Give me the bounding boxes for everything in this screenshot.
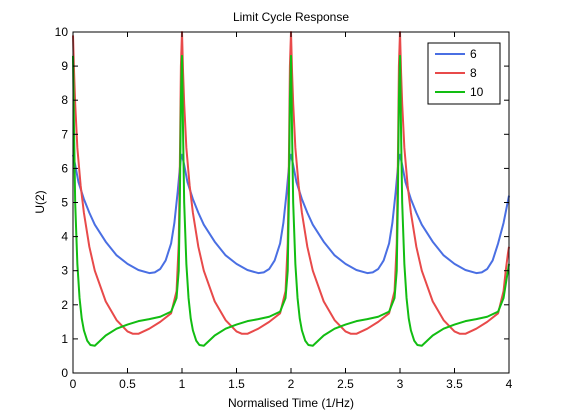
x-tick-label: 0.5: [119, 377, 136, 391]
y-tick-label: 2: [61, 298, 68, 312]
legend-label-10: 10: [470, 85, 484, 99]
x-tick-label: 1.5: [228, 377, 245, 391]
y-tick-label: 5: [61, 196, 68, 210]
legend-label-8: 8: [470, 66, 477, 80]
x-tick-label: 3.5: [446, 377, 463, 391]
x-tick-label: 2: [288, 377, 295, 391]
series-line-10: [72, 54, 510, 347]
y-tick-label: 7: [61, 127, 68, 141]
y-tick-label: 10: [55, 25, 69, 39]
y-tick-label: 4: [61, 230, 68, 244]
x-axis-label: Normalised Time (1/Hz): [228, 396, 354, 410]
y-tick-label: 6: [61, 161, 68, 175]
y-tick-label: 8: [61, 93, 68, 107]
x-tick-label: 1: [179, 377, 186, 391]
series-layer: [72, 31, 510, 347]
y-tick-label: 9: [61, 59, 68, 73]
x-tick-label: 2.5: [337, 377, 354, 391]
series-line-8: [72, 31, 510, 335]
x-tick-label: 0: [70, 377, 77, 391]
ticks-layer: 0 0.5 1 1.5 2 2.5 3 3.5 4 0 1 2 3 4 5 6 7 8 9 10: [55, 25, 513, 391]
y-tick-label: 0: [61, 366, 68, 380]
y-axis-label: U(2): [33, 190, 47, 213]
chart-title: Limit Cycle Response: [233, 10, 349, 24]
y-tick-label: 3: [61, 264, 68, 278]
y-tick-label: 1: [61, 332, 68, 346]
x-tick-label: 3: [397, 377, 404, 391]
legend: 6 8 10: [427, 42, 501, 105]
legend-label-6: 6: [470, 47, 477, 61]
x-tick-label: 4: [506, 377, 513, 391]
